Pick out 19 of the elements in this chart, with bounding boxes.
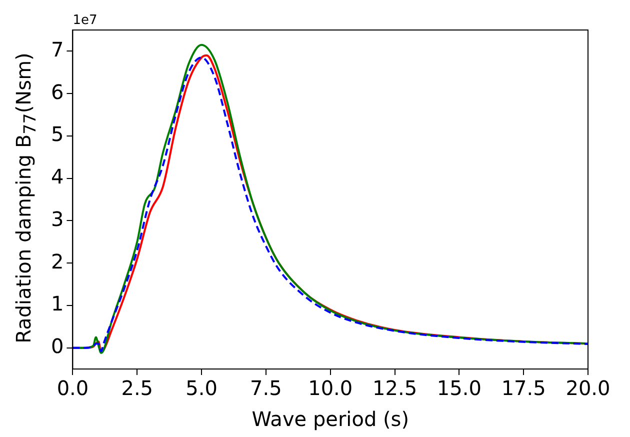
x-tick-label: 5.0 [186,376,218,400]
y-tick-label: 2 [50,249,64,274]
y-tick-label: 0 [50,334,64,358]
y-tick-label: 1 [50,292,64,316]
x-tick-label: 20.0 [566,376,610,400]
y-tick-label: 4 [50,164,64,189]
x-tick-label: 2.5 [121,376,154,400]
x-tick-label: 7.5 [250,376,282,400]
y-tick-label: 3 [50,206,64,231]
x-tick-label: 15.0 [436,376,482,400]
x-axis-title: Wave period (s) [252,407,410,432]
y-tick-label: 6 [50,80,64,104]
x-tick-label: 17.5 [501,376,546,400]
text: 1e7 [72,12,98,28]
y-tick-label: 7 [50,37,64,62]
y-tick-label: 5 [50,122,64,146]
x-tick-label: 0.0 [56,376,89,400]
x-tick-label: 12.5 [372,376,418,400]
x-tick-label: 10.0 [308,376,353,400]
